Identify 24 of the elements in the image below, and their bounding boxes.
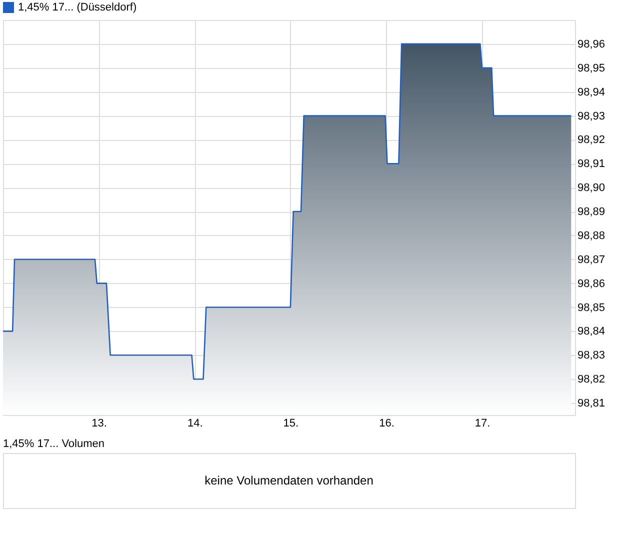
y-tick-label: 98,84 bbox=[578, 326, 606, 338]
y-tick-label: 98,92 bbox=[578, 134, 606, 146]
y-tick-label: 98,82 bbox=[578, 374, 606, 386]
text: keine Volumendaten vorhanden bbox=[204, 474, 374, 488]
x-tick-label: 14. bbox=[187, 418, 203, 430]
y-tick-label: 98,85 bbox=[578, 302, 606, 314]
y-tick-label: 98,95 bbox=[578, 62, 606, 74]
x-tick-label: 15. bbox=[283, 418, 299, 430]
x-tick-label: 17. bbox=[474, 418, 490, 430]
legend-label: 1,45% 17... (Düsseldorf) bbox=[18, 2, 137, 14]
y-tick-label: 98,87 bbox=[578, 254, 606, 266]
y-tick-label: 98,86 bbox=[578, 278, 606, 290]
x-tick-label: 13. bbox=[92, 418, 107, 430]
text: 1,45% 17... Volumen bbox=[3, 438, 105, 450]
y-tick-label: 98,90 bbox=[578, 182, 606, 194]
y-tick-label: 98,88 bbox=[578, 230, 606, 242]
y-tick-label: 98,93 bbox=[578, 110, 606, 122]
x-tick-label: 16. bbox=[379, 418, 394, 430]
y-tick-label: 98,89 bbox=[578, 206, 606, 218]
y-tick-label: 98,94 bbox=[578, 86, 606, 98]
y-tick-label: 98,83 bbox=[578, 350, 606, 362]
y-tick-label: 98,96 bbox=[578, 38, 606, 50]
y-tick-label: 98,91 bbox=[578, 158, 606, 170]
y-tick-label: 98,81 bbox=[578, 398, 606, 410]
